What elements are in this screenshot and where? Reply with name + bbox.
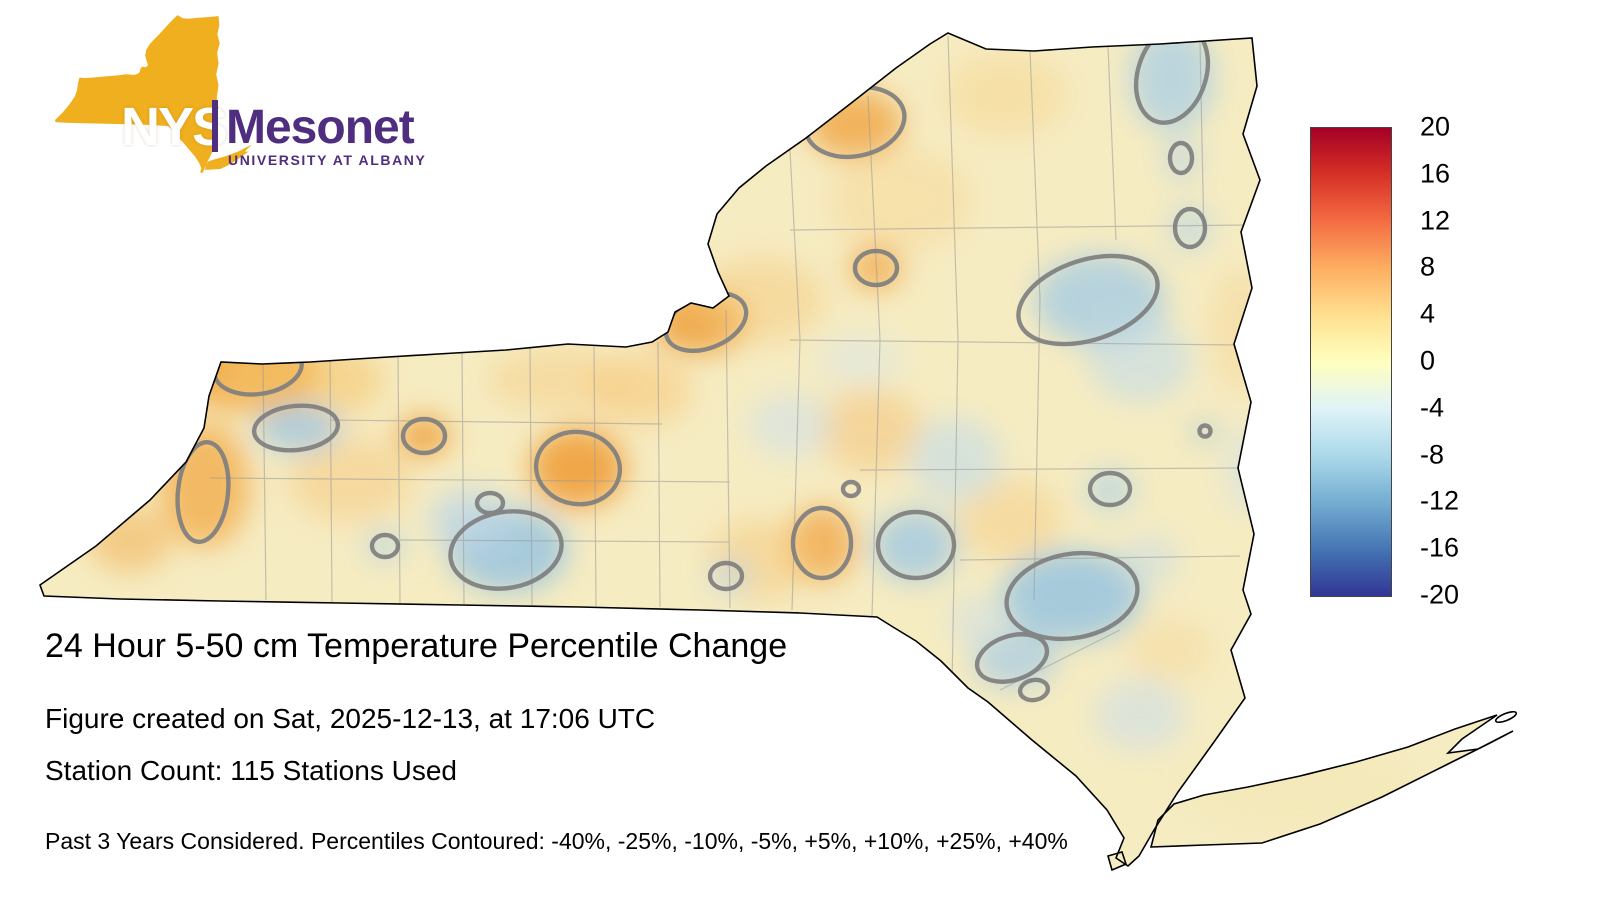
- figure-footnote: Past 3 Years Considered. Percentiles Con…: [45, 828, 1068, 854]
- colorbar-tick-label: 20: [1420, 111, 1451, 142]
- logo-acronym: NYS: [121, 97, 228, 157]
- logo-divider: [212, 100, 218, 152]
- colorbar-tick-label: 0: [1420, 345, 1436, 376]
- colorbar-tick-label: 8: [1420, 251, 1436, 282]
- state-outline: [39, 32, 1518, 871]
- colorbar-tick-label: -4: [1420, 392, 1445, 423]
- colorbar-tick-label: -16: [1420, 532, 1460, 563]
- logo-tagline: UNIVERSITY AT ALBANY: [228, 152, 427, 168]
- county-boundaries: [209, 35, 1251, 691]
- figure-created-line: Figure created on Sat, 2025-12-13, at 17…: [45, 703, 656, 734]
- colorbar-tick-label: -12: [1420, 485, 1460, 516]
- colorbar-tick-label: 16: [1420, 158, 1451, 189]
- colorbar-gradient: [1310, 127, 1392, 597]
- figure-title: 24 Hour 5-50 cm Temperature Percentile C…: [45, 627, 788, 665]
- colorbar-tick-label: 12: [1420, 205, 1451, 236]
- colorbar-tick-label: -20: [1420, 579, 1460, 610]
- colorbar-tick-label: -8: [1420, 439, 1445, 470]
- colorbar-tick-label: 4: [1420, 298, 1436, 329]
- station-count-line: Station Count: 115 Stations Used: [45, 755, 457, 786]
- logo-name: Mesonet: [226, 101, 415, 154]
- percentile-contours: [175, 33, 1213, 703]
- colorbar-tick-labels: 20 16 12 8 4 0 -4 -8 -12 -16 -20: [1420, 112, 1510, 610]
